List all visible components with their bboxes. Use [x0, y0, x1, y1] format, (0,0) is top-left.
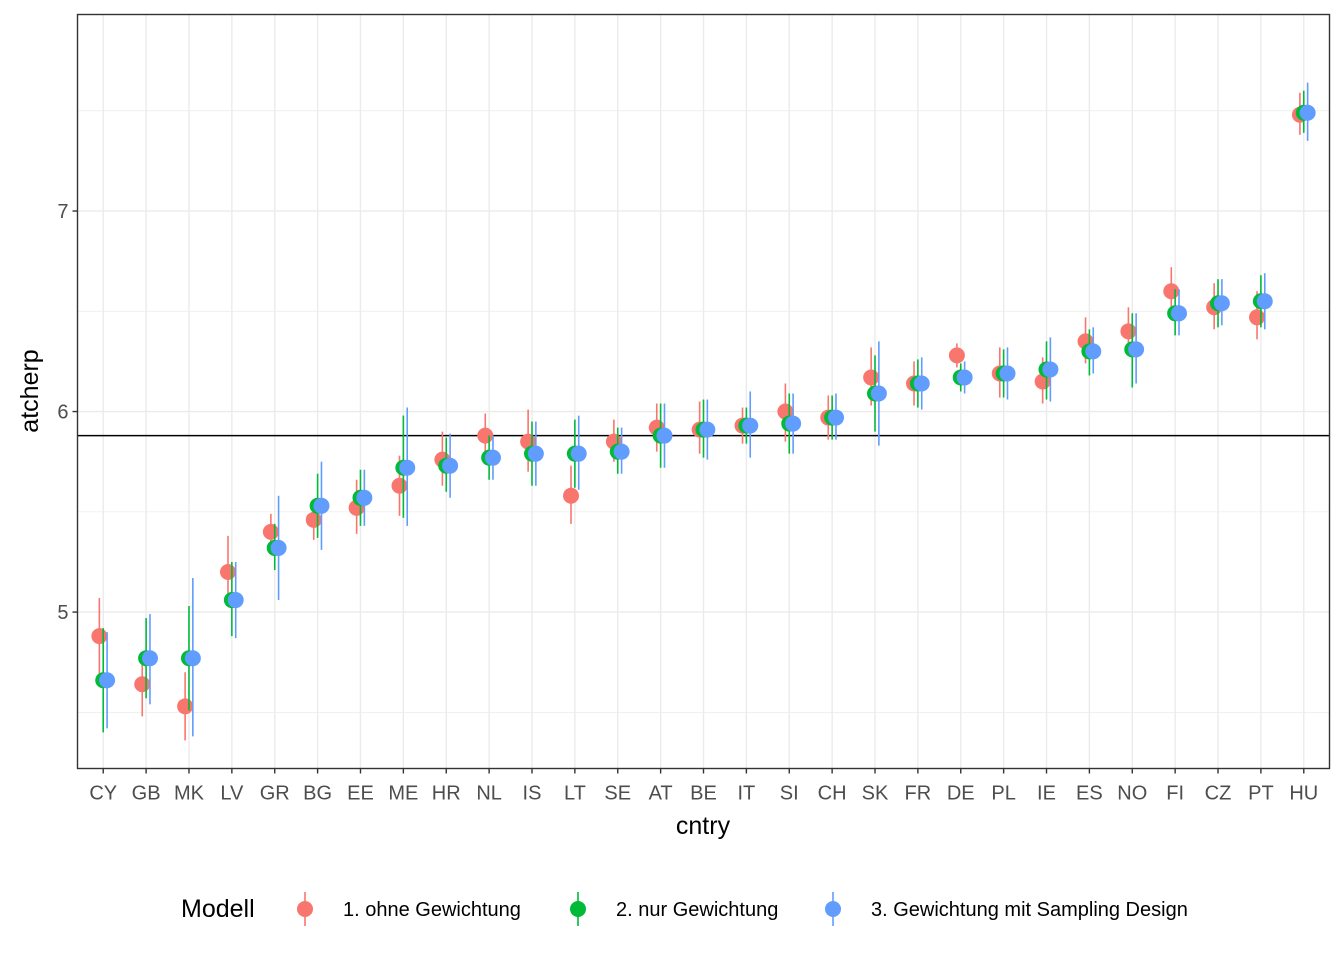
data-point: [999, 365, 1016, 382]
data-point: [270, 539, 287, 556]
data-point: [141, 650, 158, 667]
data-point: [1120, 323, 1137, 340]
y-tick-label: 5: [57, 602, 68, 624]
data-point: [391, 477, 408, 494]
data-point: [1249, 309, 1266, 326]
data-point: [613, 443, 630, 460]
legend-key-sampling-design: [825, 892, 841, 926]
data-point: [399, 459, 416, 476]
data-point: [484, 449, 501, 466]
x-tick-label: LV: [220, 783, 244, 805]
data-point: [827, 409, 844, 426]
legend-label-ohne-gewichtung: 1. ohne Gewichtung: [343, 899, 521, 921]
x-tick-label: CZ: [1205, 783, 1232, 805]
data-point: [913, 375, 930, 392]
x-tick-label: LT: [564, 783, 586, 805]
x-tick-label: PL: [991, 783, 1015, 805]
data-point: [184, 650, 201, 667]
data-point: [134, 676, 151, 693]
data-point: [656, 427, 673, 444]
data-point: [262, 523, 279, 540]
marks-layer: [91, 82, 1316, 741]
legend-label-nur-gewichtung: 2. nur Gewichtung: [616, 899, 778, 921]
data-point: [785, 415, 802, 432]
data-point: [1171, 305, 1188, 322]
y-axis-title: atcherp: [16, 349, 44, 432]
x-tick-label: HU: [1289, 783, 1318, 805]
data-point: [527, 445, 544, 462]
data-point: [313, 497, 330, 514]
x-tick-label: MK: [174, 783, 205, 805]
data-point: [1163, 283, 1180, 300]
y-tick-label: 7: [57, 201, 68, 223]
data-point: [570, 445, 587, 462]
x-tick-label: HR: [432, 783, 461, 805]
data-point: [227, 592, 244, 609]
grid-layer: [77, 14, 1330, 769]
data-point: [1042, 361, 1059, 378]
x-tick-label: EE: [347, 783, 374, 805]
legend-title: Modell: [181, 895, 255, 923]
data-point: [477, 427, 494, 444]
x-tick-label: CY: [89, 783, 117, 805]
data-point: [1213, 295, 1230, 312]
legend-key-nur-gewichtung: [570, 892, 586, 926]
x-tick-label: BG: [303, 783, 332, 805]
x-tick-label: DE: [947, 783, 975, 805]
data-point: [305, 511, 322, 528]
data-point: [742, 417, 759, 434]
x-tick-label: ES: [1076, 783, 1103, 805]
x-tick-label: AT: [649, 783, 673, 805]
legend-label-sampling-design: 3. Gewichtung mit Sampling Design: [871, 899, 1188, 921]
x-tick-label: BE: [690, 783, 717, 805]
data-point: [91, 628, 108, 645]
x-tick-label: SK: [862, 783, 889, 805]
x-tick-label: NO: [1117, 783, 1147, 805]
y-tick-label: 6: [57, 402, 68, 424]
x-tick-label: CH: [818, 783, 847, 805]
data-point: [1128, 341, 1145, 358]
data-point: [219, 563, 236, 580]
x-tick-label: IT: [737, 783, 755, 805]
data-point: [1085, 343, 1102, 360]
x-tick-label: GR: [260, 783, 290, 805]
x-tick-label: FR: [905, 783, 932, 805]
data-point: [699, 421, 716, 438]
legend: Modell 1. ohne Gewichtung 2. nur Gewicht…: [181, 892, 1188, 926]
x-tick-label: FI: [1166, 783, 1184, 805]
data-point: [356, 489, 373, 506]
x-axis-title: cntry: [676, 812, 731, 840]
x-tick-label: IE: [1037, 783, 1056, 805]
data-point: [99, 672, 116, 689]
data-point: [870, 385, 887, 402]
legend-key-ohne-gewichtung: [297, 892, 313, 926]
data-point: [956, 369, 973, 386]
data-point: [1256, 293, 1273, 310]
data-point: [177, 698, 194, 715]
data-point: [442, 457, 459, 474]
data-point: [863, 369, 880, 386]
x-tick-label: NL: [476, 783, 502, 805]
x-tick-label: SE: [604, 783, 631, 805]
data-point: [948, 347, 965, 364]
data-point: [563, 487, 580, 504]
x-tick-label: GB: [132, 783, 161, 805]
x-tick-label: PT: [1248, 783, 1274, 805]
x-tick-label: ME: [388, 783, 418, 805]
x-tick-label: SI: [780, 783, 799, 805]
x-tick-label: IS: [523, 783, 542, 805]
ticks-layer: 5 6 7 CY GB MK LV GR BG EE ME HR NL IS LT SE AT BE IT SI CH S…: [57, 201, 1318, 804]
data-point: [1299, 104, 1316, 121]
